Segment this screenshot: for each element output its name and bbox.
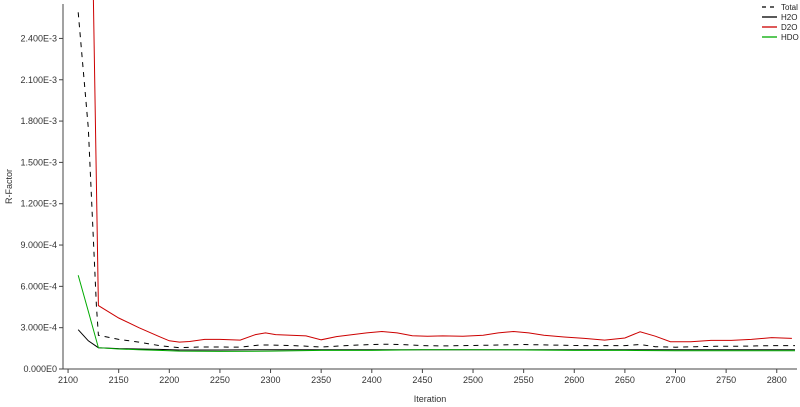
legend-label-h2o: H2O — [781, 13, 797, 22]
y-axis: 0.000E0 3.000E-4 6.000E-4 9.000E-4 1.200E-3 1… — [20, 33, 63, 374]
y-axis-title: R-Factor — [4, 169, 14, 204]
legend-label-total: Total — [781, 3, 798, 12]
y-tick-label: 0.000E0 — [23, 364, 57, 374]
x-tick-label: 2550 — [514, 375, 534, 385]
series-layer — [77, 0, 795, 352]
legend-label-d2o: D2O — [781, 23, 797, 32]
x-tick-label: 2300 — [261, 375, 281, 385]
x-tick-label: 2350 — [311, 375, 331, 385]
x-tick-label: 2200 — [159, 375, 179, 385]
x-tick-label: 2100 — [58, 375, 78, 385]
x-axis-title: Iteration — [414, 394, 447, 404]
y-tick-label: 1.200E-3 — [20, 199, 57, 209]
series-line-d2o — [92, 0, 792, 343]
x-axis: 2100 2150 2200 2250 2300 2350 2400 2450 2500 2550… — [58, 369, 787, 385]
y-tick-label: 1.800E-3 — [20, 116, 57, 126]
x-tick-label: 2800 — [767, 375, 787, 385]
x-tick-label: 2400 — [362, 375, 382, 385]
series-line-hdo — [77, 275, 795, 352]
series-line-total — [77, 12, 795, 349]
y-tick-label: 9.000E-4 — [20, 240, 57, 250]
x-tick-label: 2600 — [564, 375, 584, 385]
x-tick-label: 2700 — [665, 375, 685, 385]
x-tick-label: 2750 — [716, 375, 736, 385]
plot-frame — [62, 4, 797, 370]
x-tick-label: 2450 — [412, 375, 432, 385]
x-tick-label: 2650 — [615, 375, 635, 385]
x-tick-label: 2250 — [210, 375, 230, 385]
y-tick-label: 3.000E-4 — [20, 323, 57, 333]
legend-label-hdo: HDO — [781, 33, 799, 42]
y-tick-label: 6.000E-4 — [20, 281, 57, 291]
y-tick-label: 1.500E-3 — [20, 157, 57, 167]
x-tick-label: 2150 — [109, 375, 129, 385]
x-tick-label: 2500 — [463, 375, 483, 385]
y-tick-label: 2.100E-3 — [20, 75, 57, 85]
y-tick-label: 2.400E-3 — [20, 33, 57, 43]
